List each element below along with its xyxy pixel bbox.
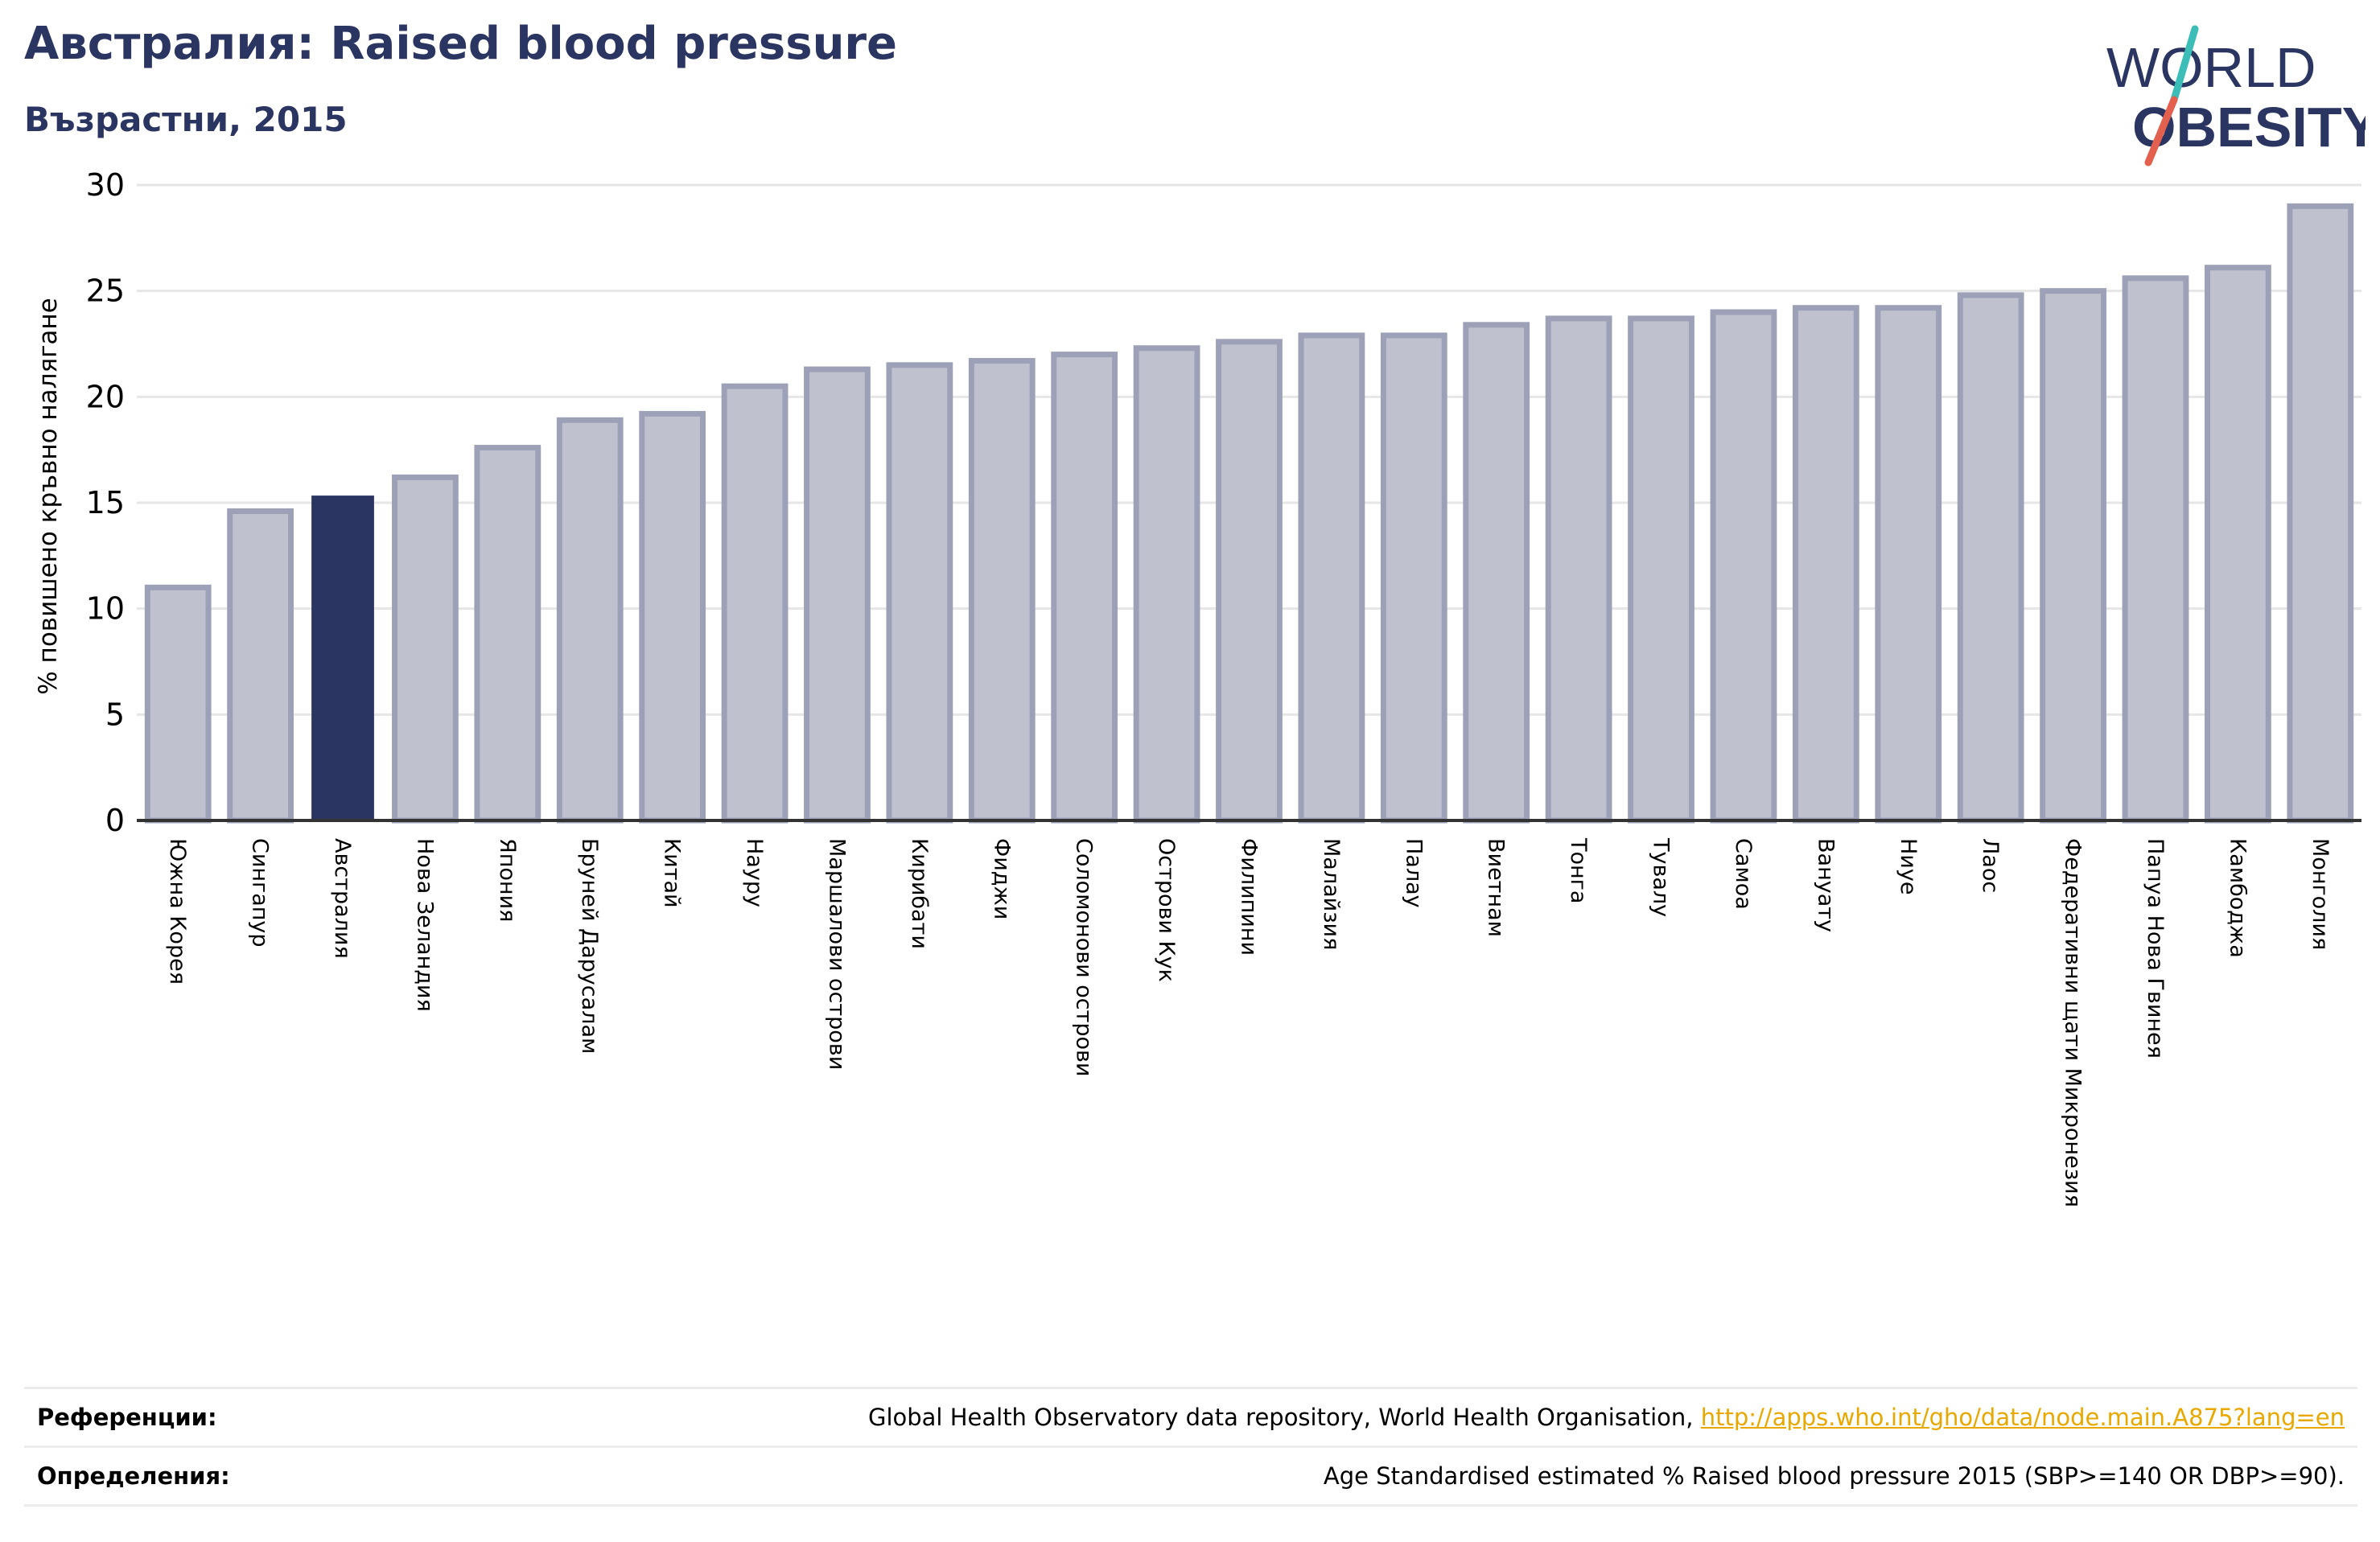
bar <box>1545 315 1612 824</box>
y-tick-label: 0 <box>105 803 125 838</box>
chart-title: Австралия: Raised blood pressure <box>24 18 898 70</box>
x-tick-label: Малайзия <box>1319 838 1344 950</box>
bar <box>1463 322 1530 824</box>
references-text: Global Health Observatory data repositor… <box>867 1404 1701 1431</box>
x-tick-label: Япония <box>495 838 520 922</box>
x-tick-label: Тонга <box>1566 837 1591 903</box>
bar <box>1957 292 2024 824</box>
x-tick-label: Сингапур <box>248 838 273 948</box>
references-row: Референции: Global Health Observatory da… <box>24 1387 2357 1445</box>
y-tick-label: 15 <box>86 485 125 520</box>
chart-subtitle: Възрастни, 2015 <box>24 100 348 139</box>
x-tick-label: Острови Кук <box>1154 838 1179 982</box>
x-tick-label: Фиджи <box>989 838 1014 919</box>
references-value: Global Health Observatory data repositor… <box>868 1404 2357 1431</box>
bar <box>556 417 624 824</box>
logo-slash-teal <box>2170 25 2199 104</box>
references-label: Референции: <box>37 1404 217 1431</box>
definitions-row: Определения: Age Standardised estimated … <box>24 1445 2357 1507</box>
x-tick-label: Филипини <box>1237 838 1262 956</box>
x-tick-label: Самоа <box>1731 838 1756 910</box>
y-tick-label: 30 <box>86 167 125 203</box>
x-tick-label: Ниуе <box>1896 838 1921 894</box>
bar <box>144 584 212 824</box>
definitions-text: Age Standardised estimated % Raised bloo… <box>1323 1462 2345 1490</box>
bar <box>721 383 789 824</box>
bar <box>639 410 706 824</box>
bar <box>311 495 374 821</box>
x-tick-label: Австралия <box>330 838 355 959</box>
definitions-label: Определения: <box>37 1462 230 1490</box>
x-tick-label: Маршалови острови <box>824 838 849 1070</box>
x-tick-label: Науру <box>742 838 767 907</box>
x-tick-labels: Южна Корея Сингапур Австралия Нова Зеландия… <box>165 837 2333 1207</box>
x-tick-label: Папуа Нова Гвинея <box>2143 838 2168 1059</box>
bar <box>1380 332 1447 824</box>
x-tick-label: Южна Корея <box>165 838 190 985</box>
bar <box>1628 315 1694 824</box>
x-tick-label: Вануату <box>1813 838 1838 932</box>
x-tick-label: Тувалу <box>1649 837 1674 917</box>
y-tick-label: 20 <box>86 379 125 414</box>
x-tick-label: Китай <box>660 838 685 908</box>
bar <box>2040 288 2106 824</box>
x-tick-label: Палау <box>1401 838 1426 908</box>
bar <box>886 362 953 824</box>
world-obesity-logo: WORLD OBESITY <box>2106 25 2366 167</box>
logo-line1: WORLD <box>2106 36 2316 99</box>
bar <box>1133 345 1200 824</box>
y-tick-label: 10 <box>86 591 125 627</box>
bar-chart: 0 5 10 15 20 25 30 Южна Корея Сингапур Австралия… <box>34 167 2361 1207</box>
bar <box>474 445 541 824</box>
bar <box>392 474 459 824</box>
bar <box>968 358 1036 824</box>
y-tick-label: 5 <box>105 697 125 732</box>
x-tick-label: Соломонови острови <box>1072 838 1097 1076</box>
x-tick-label: Федеративни щати Микронезия <box>2061 838 2086 1207</box>
bar <box>1792 305 1859 824</box>
bar <box>1710 309 1777 824</box>
bars <box>144 203 2354 824</box>
x-tick-label: Бруней Дарусалам <box>577 838 602 1054</box>
bar <box>2204 265 2271 824</box>
bar <box>1051 352 1118 824</box>
bar <box>2287 203 2354 824</box>
x-tick-label: Виетнам <box>1484 838 1509 937</box>
bar <box>804 366 871 824</box>
references-link[interactable]: http://apps.who.int/gho/data/node.main.A… <box>1700 1404 2345 1431</box>
footer: Референции: Global Health Observatory da… <box>24 1387 2357 1507</box>
x-tick-label: Камбоджа <box>2225 838 2250 958</box>
y-tick-labels: 0 5 10 15 20 25 30 <box>86 167 125 838</box>
bar <box>227 508 294 824</box>
x-tick-label: Монголия <box>2308 838 2333 950</box>
x-tick-label: Нова Зеландия <box>412 838 437 1012</box>
y-tick-label: 25 <box>86 273 125 309</box>
bar <box>1216 339 1283 824</box>
x-tick-label: Кирибати <box>907 838 932 949</box>
logo-slash-red <box>2144 96 2178 167</box>
y-axis-label: % повишено кръвно налягане <box>34 298 63 695</box>
x-tick-label: Лаос <box>1978 838 2003 893</box>
bar <box>1298 332 1365 824</box>
bar <box>1875 305 1942 824</box>
bar <box>2122 275 2189 824</box>
